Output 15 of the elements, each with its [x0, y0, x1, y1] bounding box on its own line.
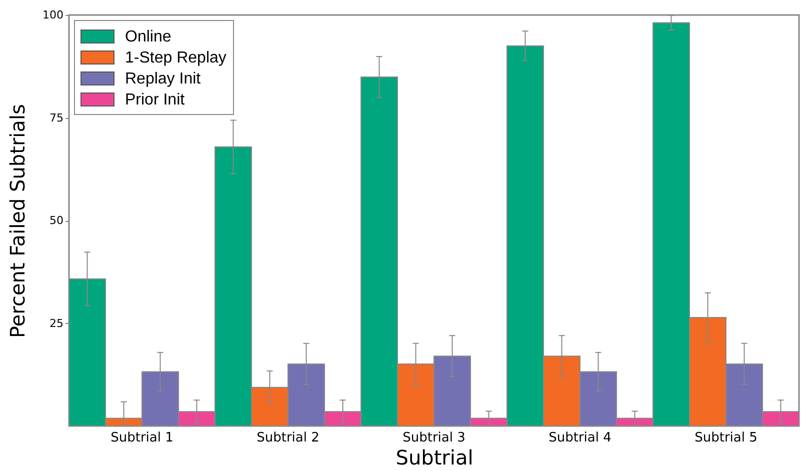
x-tick-label: Subtrial 2 [256, 430, 320, 446]
x-tick-label: Subtrial 4 [548, 430, 612, 446]
x-tick-label: Subtrial 1 [110, 430, 174, 446]
x-tick-label: Subtrial 3 [402, 430, 466, 446]
legend-label: Online [125, 28, 172, 46]
x-axis-title: Subtrial [396, 446, 474, 470]
y-axis-title: Percent Failed Subtrials [6, 104, 30, 338]
y-tick-label: 75 [50, 111, 64, 124]
y-tick-label: 50 [50, 214, 64, 227]
y-tick-label: 25 [50, 316, 64, 330]
y-tick-label: 100 [42, 8, 64, 22]
x-tick-label: Subtrial 5 [694, 430, 758, 446]
legend-label: 1-Step Replay [125, 50, 226, 66]
legend-label: Prior Init [125, 92, 186, 108]
legend-label: Replay Init [125, 70, 202, 88]
